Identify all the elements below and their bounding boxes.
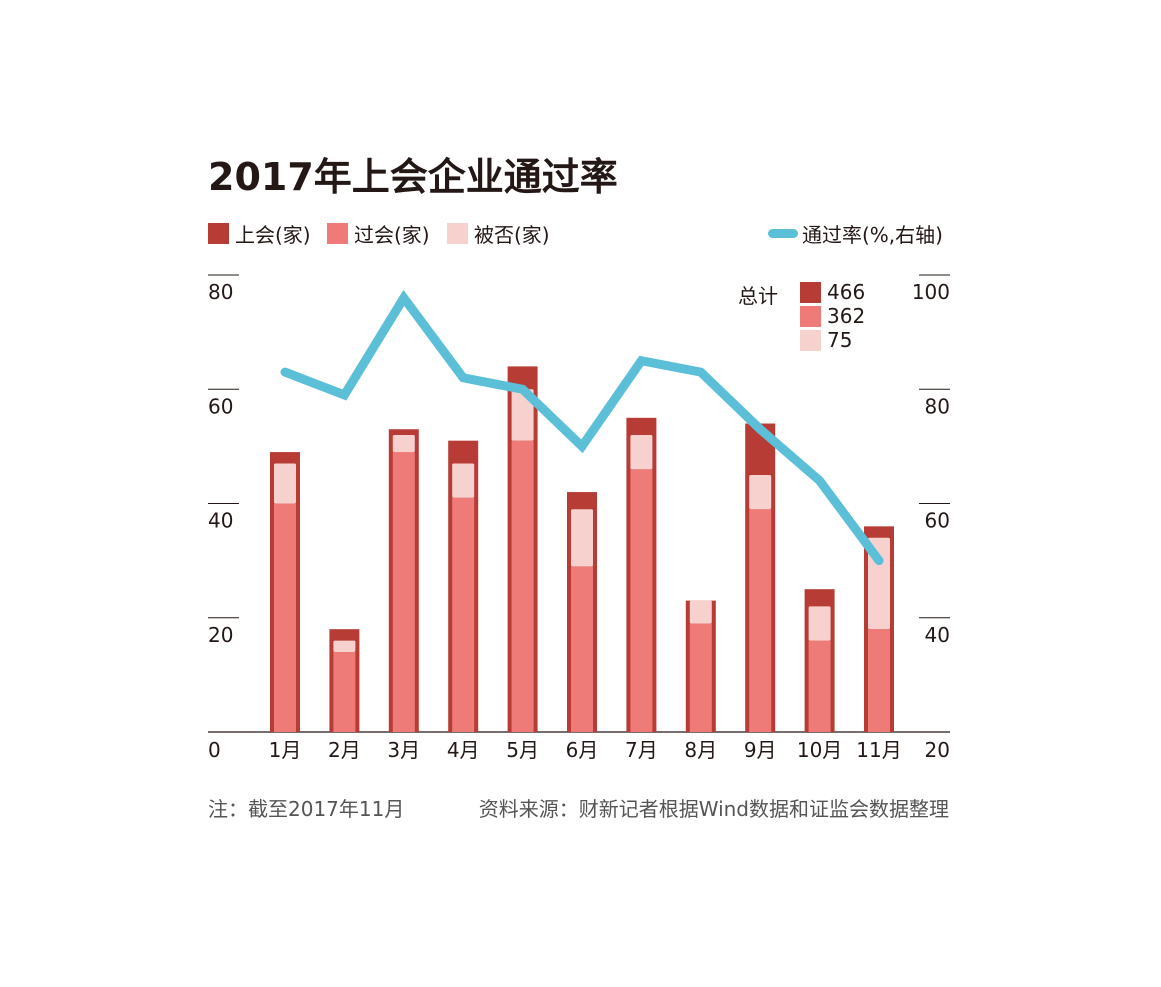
bar-passed bbox=[689, 623, 712, 732]
total-passed-value: 362 bbox=[827, 304, 866, 328]
legend-reviewed: 上会(家) bbox=[208, 220, 311, 247]
bar-passed bbox=[392, 452, 415, 732]
total-passed: 362 bbox=[800, 304, 865, 328]
legend-rejected: 被否(家) bbox=[447, 220, 550, 247]
x-tick-label: 5月 bbox=[506, 738, 539, 762]
total-rejected-value: 75 bbox=[827, 328, 853, 352]
bar-passed bbox=[749, 509, 772, 732]
x-tick-label: 10月 bbox=[797, 738, 842, 762]
y-right-tick-label: 40 bbox=[925, 623, 950, 647]
legend-rejected-label: 被否(家) bbox=[474, 222, 550, 247]
legend-passed: 过会(家) bbox=[327, 220, 430, 247]
y-left-tick-label: 20 bbox=[208, 623, 233, 647]
x-tick-label: 8月 bbox=[684, 738, 717, 762]
y-right-tick-label: 60 bbox=[925, 509, 950, 533]
total-rejected-swatch bbox=[800, 329, 821, 351]
legend-reviewed-swatch bbox=[208, 222, 229, 244]
footnote-note: 注：截至2017年11月 bbox=[208, 797, 405, 821]
bar-rejected bbox=[630, 434, 653, 470]
bar-rejected bbox=[571, 509, 593, 567]
y-right-tick-label: 80 bbox=[925, 394, 950, 418]
total-rejected: 75 bbox=[800, 328, 852, 352]
total-passed-swatch bbox=[800, 305, 821, 327]
footnote-source: 资料来源：财新记者根据Wind数据和证监会数据整理 bbox=[478, 797, 949, 821]
legend-rate-label: 通过率(%,右轴) bbox=[802, 222, 943, 247]
bar-passed bbox=[808, 640, 831, 732]
bar-rejected bbox=[511, 389, 534, 441]
x-tick-label: 4月 bbox=[447, 738, 480, 762]
y-right-tick-label: 20 bbox=[925, 738, 950, 762]
bar-rejected bbox=[689, 600, 712, 624]
bar-passed bbox=[333, 652, 356, 732]
bar-rejected bbox=[452, 463, 475, 498]
bar-rejected bbox=[808, 606, 831, 641]
y-left-tick-label: 60 bbox=[208, 394, 233, 418]
x-tick-label: 11月 bbox=[856, 738, 901, 762]
y-right-tick-label: 100 bbox=[912, 280, 950, 304]
totals-label: 总计 bbox=[738, 284, 778, 308]
bar-passed bbox=[630, 469, 653, 732]
total-reviewed-swatch bbox=[800, 281, 821, 303]
x-tick-label: 9月 bbox=[744, 738, 777, 762]
x-tick-label: 7月 bbox=[625, 738, 658, 762]
y-left-tick-label: 40 bbox=[208, 509, 233, 533]
legend-rate: 通过率(%,右轴) bbox=[768, 220, 943, 247]
bar-passed bbox=[571, 566, 593, 732]
x-tick-label: 6月 bbox=[566, 738, 599, 762]
x-tick-label: 1月 bbox=[269, 738, 302, 762]
x-tick-label: 2月 bbox=[328, 738, 361, 762]
legend-passed-swatch bbox=[327, 222, 348, 244]
legend-reviewed-label: 上会(家) bbox=[235, 222, 311, 247]
legend-passed-label: 过会(家) bbox=[354, 222, 430, 247]
total-reviewed: 466 bbox=[800, 280, 865, 304]
bar-passed bbox=[452, 497, 475, 732]
x-tick-label: 3月 bbox=[387, 738, 420, 762]
y-left-tick-label: 80 bbox=[208, 280, 233, 304]
legend-rejected-swatch bbox=[447, 222, 468, 244]
bar-rejected bbox=[274, 463, 296, 504]
chart-title: 2017年上会企业通过率 bbox=[208, 155, 618, 199]
bar-passed bbox=[511, 440, 534, 732]
bar-passed bbox=[274, 503, 296, 732]
y-left-tick-label: 0 bbox=[208, 738, 221, 762]
bar-rejected bbox=[392, 434, 415, 453]
bar-rejected bbox=[333, 640, 356, 653]
total-reviewed-value: 466 bbox=[827, 280, 866, 304]
bar-passed bbox=[868, 629, 890, 732]
bar-rejected bbox=[749, 474, 772, 510]
legend-rate-line bbox=[768, 228, 798, 238]
